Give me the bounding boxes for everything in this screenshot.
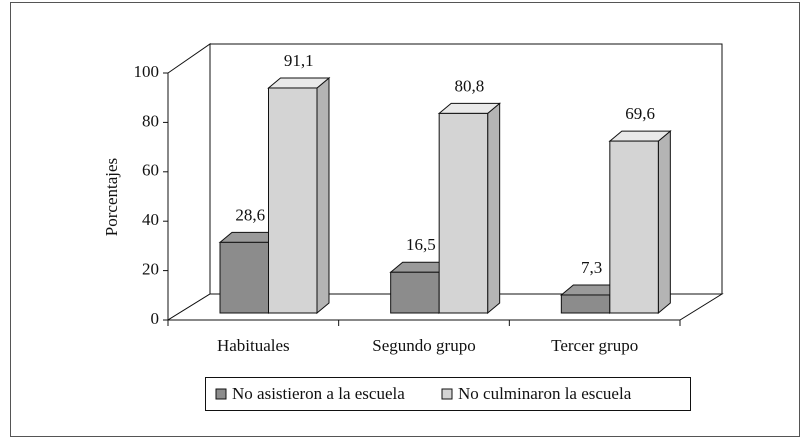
value-label: 69,6 [625,104,655,123]
value-label: 28,6 [235,205,265,224]
legend-label: No asistieron a la escuela [232,384,405,403]
value-label: 16,5 [406,235,436,254]
bar-side [316,76,330,315]
bar-side [487,102,501,315]
y-tick-label: 40 [142,210,159,229]
x-tick-label: Tercer grupo [551,336,638,355]
x-tick-label: Segundo grupo [372,336,475,355]
y-tick-label: 80 [142,111,159,130]
bar [438,112,489,314]
bar [390,271,440,314]
value-label: 7,3 [581,258,602,277]
y-tick-label: 100 [134,62,160,81]
y-tick-label: 60 [142,161,159,180]
legend-label: No culminaron la escuela [458,384,632,403]
bar [609,140,659,314]
y-tick-label: 0 [151,309,160,328]
bar [268,87,318,314]
legend-swatch [215,388,227,400]
bar-side [657,130,671,315]
bar [560,294,611,314]
y-axis-label: Porcentajes [102,158,121,236]
y-tick-label: 20 [142,260,159,279]
x-tick-label: Habituales [217,336,290,355]
value-label: 91,1 [284,51,314,70]
value-label: 80,8 [455,76,485,95]
bar [219,241,269,314]
legend-swatch [441,388,453,400]
side-wall [167,43,211,321]
